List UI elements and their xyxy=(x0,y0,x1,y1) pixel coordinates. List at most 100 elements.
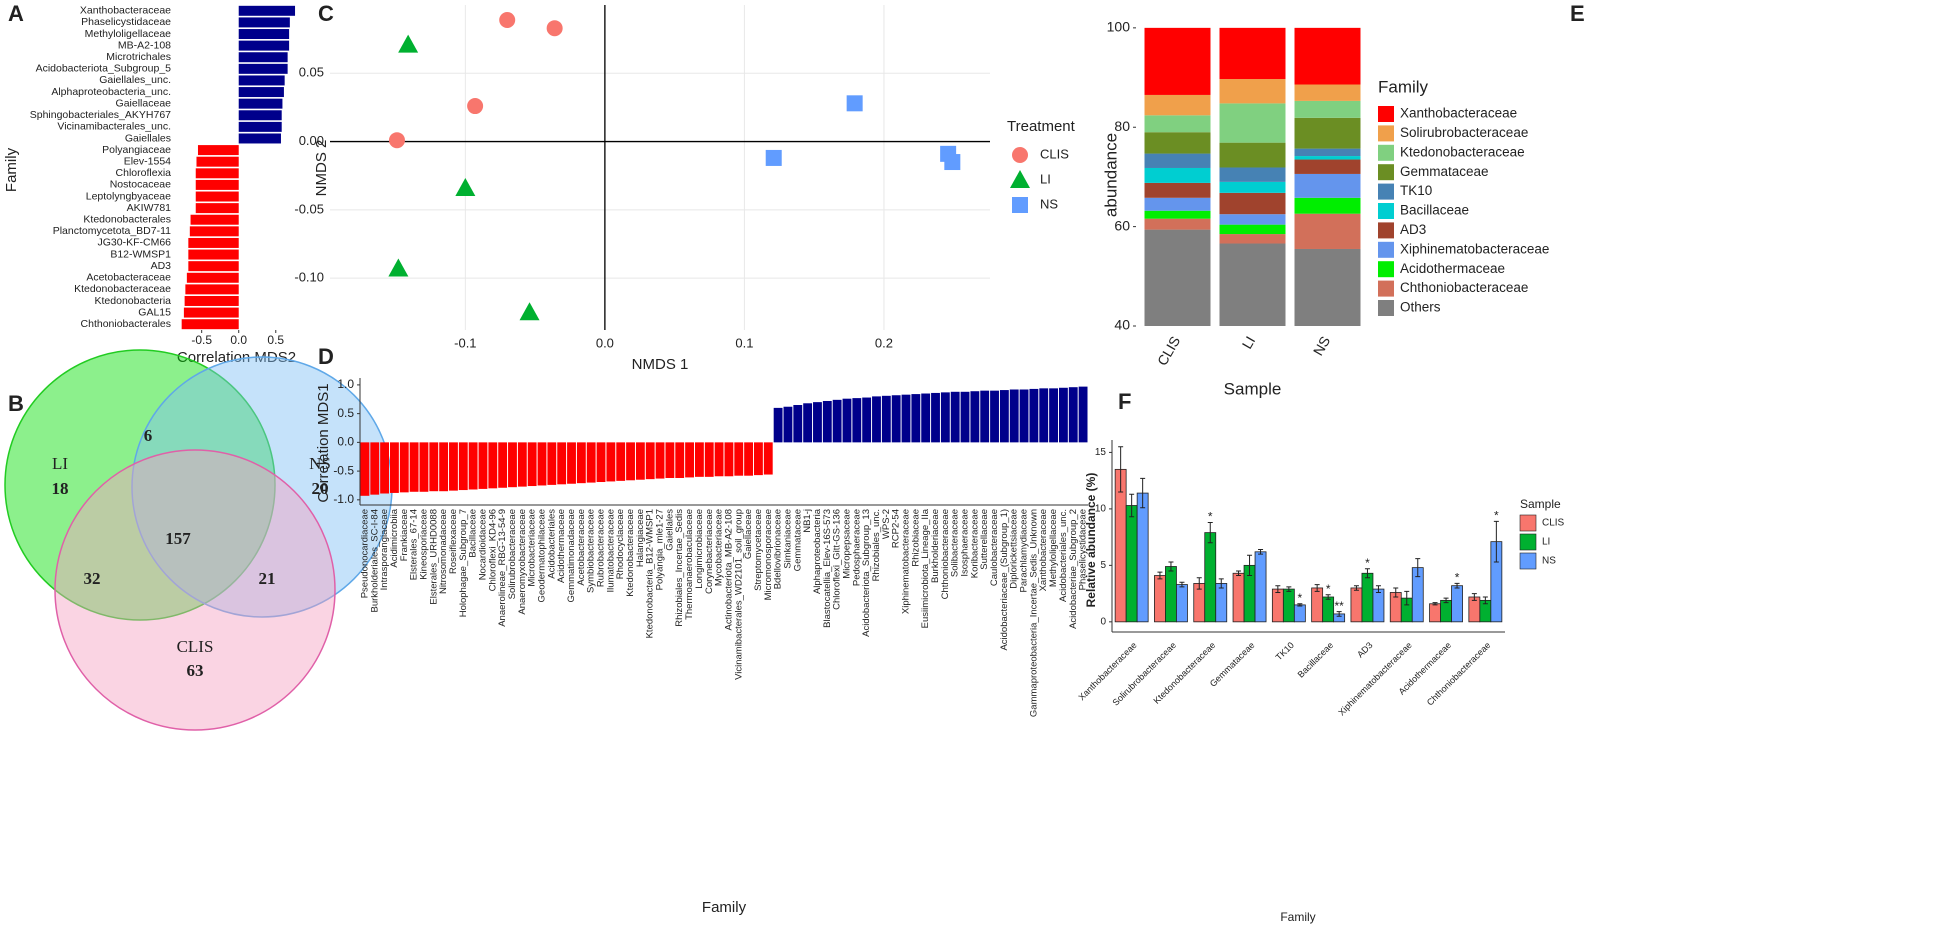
x-tick-label: Acetobacteraceae xyxy=(576,509,587,586)
x-tick-label: Methyloligellaceae xyxy=(1048,509,1059,587)
point xyxy=(398,34,419,53)
bar-segment xyxy=(1219,234,1286,244)
bar xyxy=(1165,566,1177,623)
y-tick-label: Chloroflexia xyxy=(116,167,172,179)
legend-label: Xiphinematobacteraceae xyxy=(1400,241,1549,256)
bar xyxy=(238,52,288,63)
x-tick-label: Rhizobiales_unc. xyxy=(871,509,882,581)
bar xyxy=(527,442,537,487)
x-tick-label: Gaiellales xyxy=(664,509,675,551)
x-tick-label: Acidobacteriota_Subgroup_13 xyxy=(861,509,872,637)
y-axis-label: abundance xyxy=(1101,133,1120,217)
error-bar xyxy=(1336,611,1342,617)
bar xyxy=(238,29,290,40)
legend-swatch xyxy=(1378,203,1394,219)
legend-swatch xyxy=(1378,125,1394,142)
x-tick-label: Nocardioidaceae xyxy=(477,509,488,580)
x-tick-label: Acidimicrobiia xyxy=(389,508,400,567)
bar-segment xyxy=(1294,159,1361,174)
bar xyxy=(714,442,724,477)
bar xyxy=(238,121,282,132)
bar-segment xyxy=(1144,115,1211,133)
x-tick-label: TK10 xyxy=(1274,640,1296,662)
legend-label: Acidothermaceae xyxy=(1400,261,1505,276)
bar xyxy=(931,392,940,443)
point xyxy=(467,98,484,115)
bar-segment xyxy=(1219,79,1286,104)
x-tick-label: AD3 xyxy=(1355,640,1374,659)
y-tick-label: AKIW781 xyxy=(127,202,172,214)
bar xyxy=(734,442,744,476)
error-bar xyxy=(1157,571,1163,580)
bar xyxy=(862,397,872,443)
error-bar xyxy=(1432,602,1438,606)
x-tick-label: CLIS xyxy=(1154,333,1183,368)
bar xyxy=(813,402,822,443)
error-bar xyxy=(1196,577,1202,590)
y-axis-label: Relative abundance (%) xyxy=(1084,473,1098,608)
error-bar xyxy=(1129,493,1135,518)
x-tick-label: Acidothermaceae xyxy=(556,509,567,583)
bar xyxy=(635,442,645,480)
x-tick-label: Holophagae_Subgroup_7 xyxy=(458,509,469,617)
plot-bg xyxy=(330,5,990,330)
y-tick-label: Methyloligellaceae xyxy=(85,28,172,40)
point xyxy=(388,132,405,149)
x-tick-label: Acidobacteriales xyxy=(546,509,557,579)
y-tick-label: 0.00 xyxy=(299,133,324,148)
legend-label: TK10 xyxy=(1400,183,1432,198)
x-tick-label: Xanthobacteraceae xyxy=(1038,509,1049,591)
legend-marker xyxy=(1010,170,1030,188)
panel-letter: C xyxy=(318,1,334,26)
bar xyxy=(238,87,284,98)
bar xyxy=(186,272,239,283)
y-axis-label: Correlation MDS1 xyxy=(315,383,332,502)
bar-segment xyxy=(1219,142,1286,168)
y-tick-label: 80 xyxy=(1114,118,1130,134)
y-tick-label: Ktedonobacterales xyxy=(83,214,171,226)
y-tick-label: 1.0 xyxy=(337,377,354,391)
legend-label: AD3 xyxy=(1400,222,1426,237)
x-tick-label: Actinobacteriota_MB-A2-108 xyxy=(723,509,734,630)
bars xyxy=(1144,27,1361,326)
bar xyxy=(694,442,704,477)
legend-label: Others xyxy=(1400,300,1441,315)
x-tick-label: Pseudonocardiaceae xyxy=(359,509,370,598)
legend-swatch xyxy=(1519,514,1537,532)
x-tick-label: 0.2 xyxy=(875,335,893,350)
bar xyxy=(655,442,665,479)
legend-label: Xanthobacteraceae xyxy=(1400,106,1517,121)
y-tick-label: 0 xyxy=(1100,616,1106,627)
region-count: 18 xyxy=(52,479,69,498)
bar xyxy=(990,390,999,443)
error-bar xyxy=(1482,596,1488,605)
y-tick-label: 15 xyxy=(1095,447,1107,458)
error-bar xyxy=(1364,568,1370,579)
bar xyxy=(754,442,763,476)
bar xyxy=(439,442,449,492)
y-tick-label: Polyangiaceae xyxy=(102,144,171,156)
bar xyxy=(409,442,419,492)
legend-swatch xyxy=(1519,533,1537,551)
bar xyxy=(184,295,239,306)
bar xyxy=(576,442,586,484)
legend-title: Treatment xyxy=(1007,118,1076,135)
y-tick-label: Elev-1554 xyxy=(124,155,171,167)
region-count: 63 xyxy=(187,661,204,680)
y-tick-label: Acidobacteriota_Subgroup_5 xyxy=(36,63,172,75)
bar xyxy=(449,442,458,491)
x-tick-label: Vicinamibacterales_WD2101_soil_group xyxy=(733,509,744,680)
bar xyxy=(1254,551,1267,623)
bar xyxy=(665,442,675,478)
x-tick-label: Pedosphaeraceae xyxy=(851,509,862,586)
x-tick-label: 0.0 xyxy=(230,333,247,347)
x-tick-label: Halangiaceae xyxy=(635,509,646,567)
y-tick-label: Vicinamibacterales_unc. xyxy=(57,121,171,133)
error-bar xyxy=(1443,597,1449,604)
x-tick-label: Gemmataceae xyxy=(792,509,803,571)
x-tick-label: 0.5 xyxy=(267,333,284,347)
bar xyxy=(793,405,803,443)
region-count: 157 xyxy=(165,529,191,548)
bar xyxy=(1429,603,1441,623)
